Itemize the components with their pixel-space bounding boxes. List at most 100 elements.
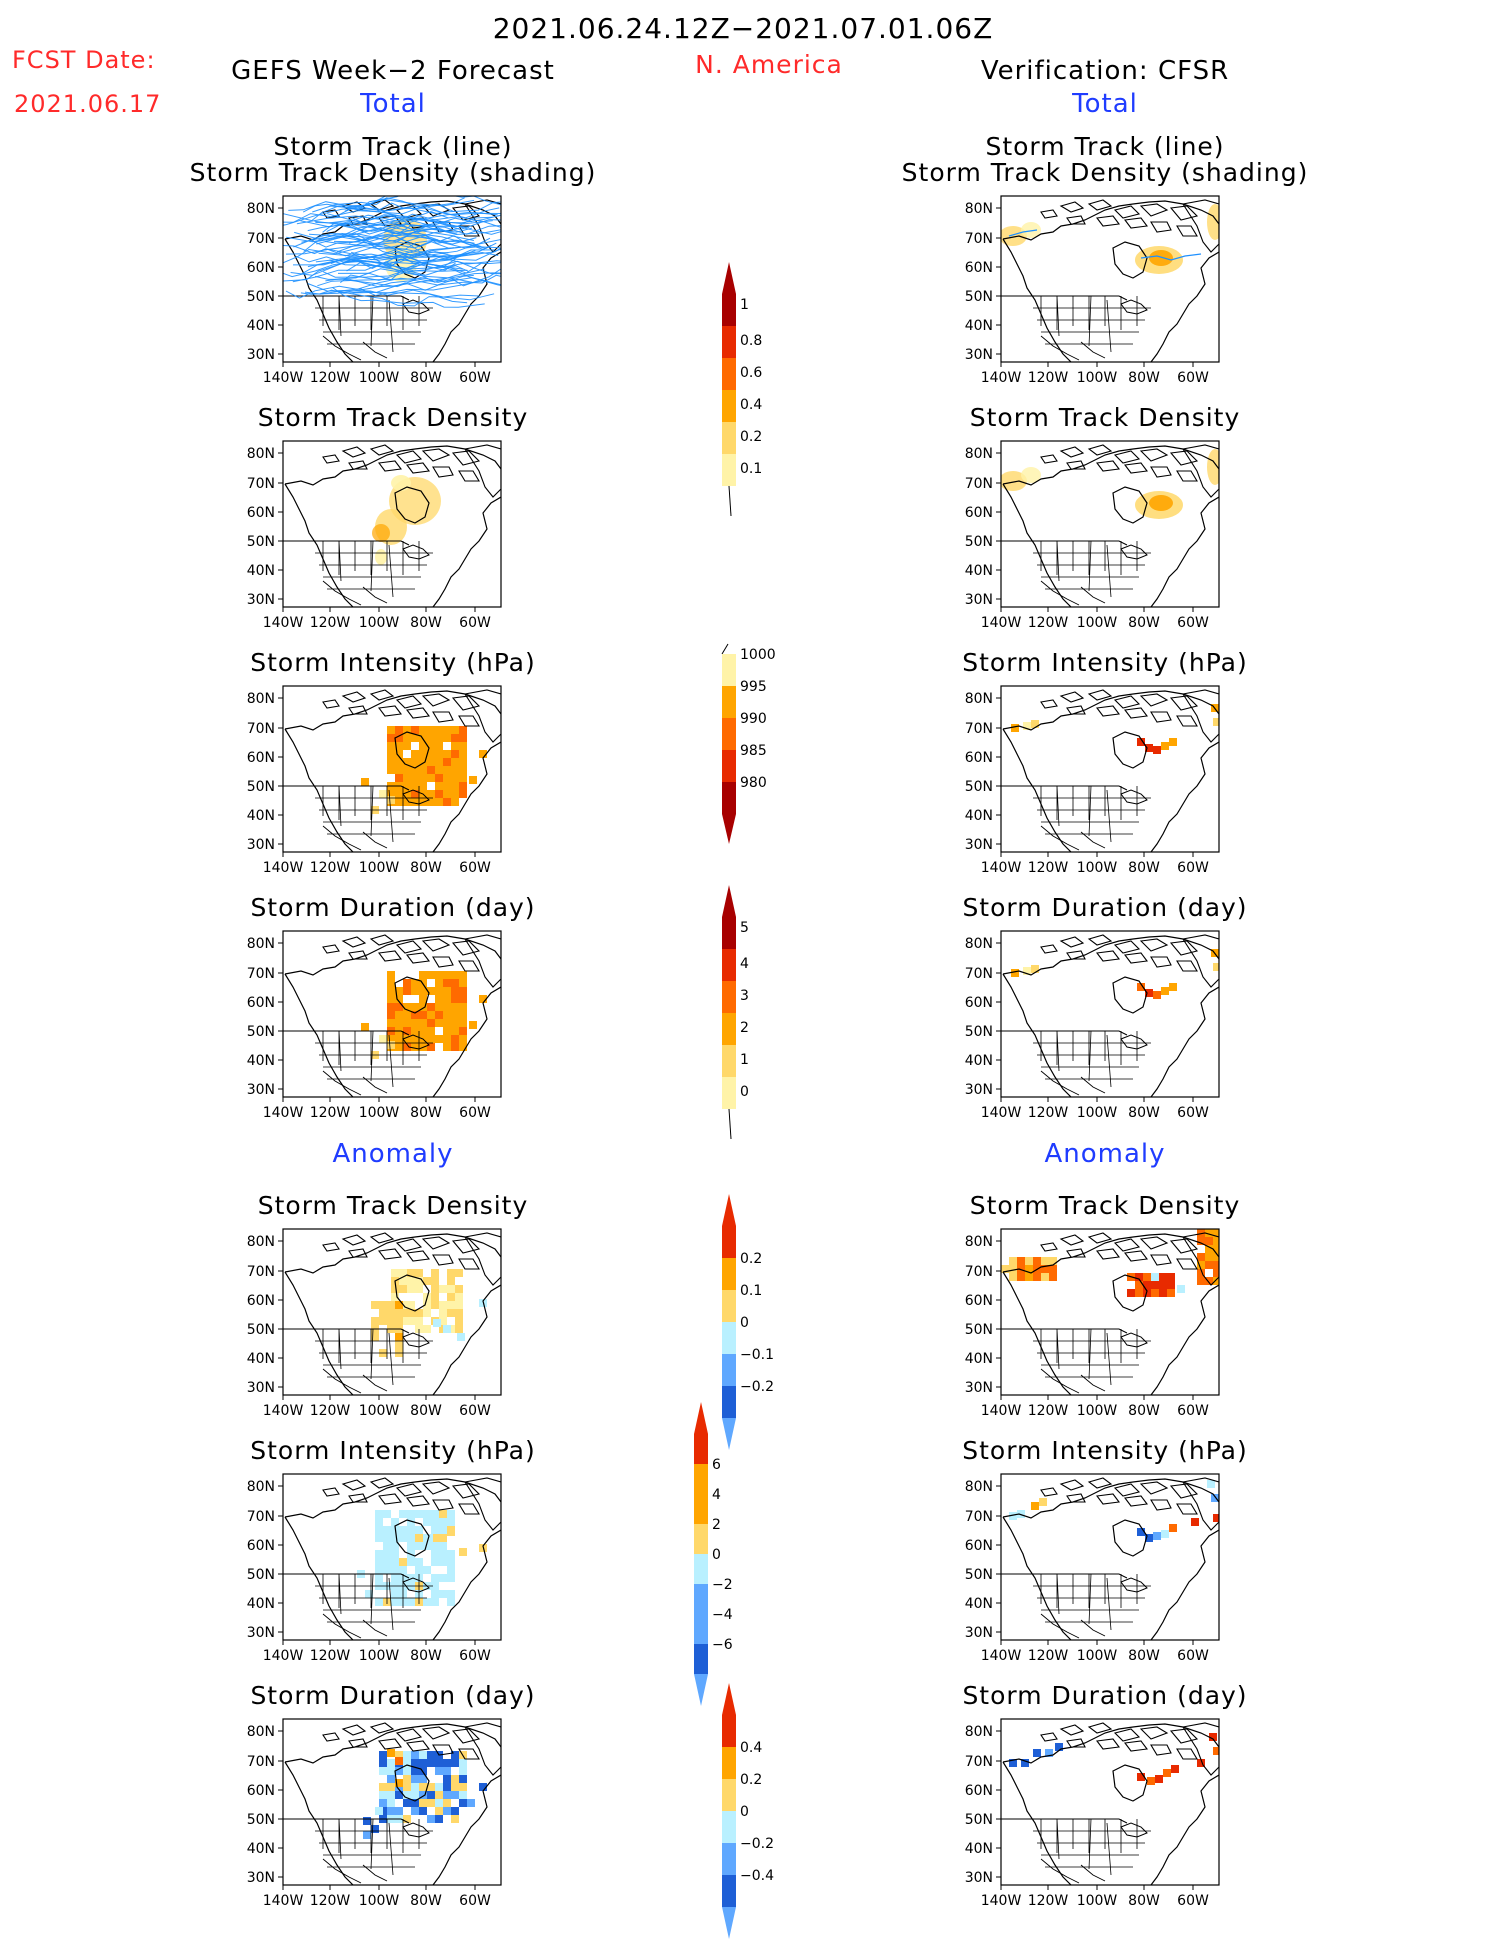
grid-cell <box>1145 744 1153 752</box>
colorbar-label: 2 <box>740 1020 749 1036</box>
grid-cell <box>395 1751 403 1759</box>
grid-cell <box>415 1277 423 1285</box>
lon-tick-label: 60W <box>1177 615 1209 631</box>
grid-cell <box>457 1333 465 1341</box>
grid-cell <box>1011 969 1019 977</box>
lat-tick-label: 40N <box>965 1841 993 1857</box>
map-panel-fcst-duration: 80N 70N 60N 50N 40N 30N 140W 120W 100W 80W 60W <box>247 930 593 1126</box>
grid-cell <box>419 1799 427 1807</box>
grid-cell <box>387 734 395 742</box>
grid-cell <box>1137 1528 1145 1536</box>
lon-tick-label: 80W <box>1128 370 1160 386</box>
grid-cell <box>435 1019 443 1027</box>
grid-cell <box>391 1285 399 1293</box>
lon-tick-label: 60W <box>1177 1648 1209 1664</box>
grid-cell <box>1163 1769 1171 1777</box>
grid-cell <box>459 1548 467 1556</box>
lon-tick-label: 100W <box>359 1648 400 1664</box>
colorbar-label: 0 <box>740 1084 749 1100</box>
grid-cell <box>399 1269 407 1277</box>
lon-tick-label: 120W <box>1028 860 1069 876</box>
map-panel-fcst-density: 80N 70N 60N 50N 40N 30N 140W 120W 100W 80W 60W <box>247 440 593 636</box>
lon-tick-label: 120W <box>1028 615 1069 631</box>
grid-cell <box>415 1317 423 1325</box>
grid-cell <box>1151 1289 1159 1297</box>
grid-cell <box>379 1301 387 1309</box>
lon-tick-label: 60W <box>1177 1403 1209 1419</box>
grid-cell <box>459 742 467 750</box>
grid-cell <box>387 1011 395 1019</box>
lat-tick-label: 30N <box>247 837 275 853</box>
lon-tick-label: 100W <box>1077 1893 1118 1909</box>
grid-cell <box>375 1566 383 1574</box>
colorbar-segment <box>722 1747 736 1779</box>
grid-cell <box>455 1325 463 1333</box>
title-track-density-shading-left: Storm Track Density (shading) <box>189 158 597 187</box>
grid-cell <box>391 1534 399 1542</box>
lon-tick-label: 60W <box>1177 860 1209 876</box>
grid-cell <box>387 987 395 995</box>
grid-cell <box>1213 1237 1219 1245</box>
lat-tick-label: 60N <box>965 505 993 521</box>
colorbar-anom-intensity: 6 4 2 0 −2 −4 −6 <box>694 1402 754 1718</box>
colorbar-segment <box>694 1554 708 1584</box>
grid-cell <box>443 766 451 774</box>
grid-cell <box>447 1550 455 1558</box>
map-frame <box>282 1718 502 1886</box>
grid-cell <box>395 774 403 782</box>
colorbar-label: −0.2 <box>740 1836 774 1852</box>
lon-tick-label: 120W <box>1028 1403 1069 1419</box>
grid-cell <box>435 1035 443 1043</box>
grid-cell <box>399 1534 407 1542</box>
fcst-date-label: FCST Date: <box>12 46 156 74</box>
grid-cell <box>443 979 451 987</box>
lon-tick-label: 140W <box>263 1105 304 1121</box>
grid-cell <box>1135 1289 1143 1297</box>
grid-cell <box>1213 1269 1219 1277</box>
lat-tick-label: 50N <box>965 289 993 305</box>
lat-tick-label: 30N <box>247 1380 275 1396</box>
grid-cell <box>391 1518 399 1526</box>
lat-tick-label: 80N <box>965 201 993 217</box>
grid-cell <box>1159 1273 1167 1281</box>
grid-cell <box>411 1775 419 1783</box>
grid-cell <box>1205 1245 1213 1253</box>
grid-cell <box>419 726 427 734</box>
lon-tick-label: 120W <box>1028 370 1069 386</box>
lon-tick-label: 140W <box>981 1648 1022 1664</box>
colorbar-segment <box>722 1843 736 1875</box>
grid-cell <box>403 798 411 806</box>
grid-cell <box>451 1775 459 1783</box>
grid-cell <box>419 987 427 995</box>
lon-tick-label: 60W <box>459 1105 491 1121</box>
grid-cell <box>1169 738 1177 746</box>
lat-tick-label: 80N <box>247 1724 275 1740</box>
title-anom-duration-left: Storm Duration (day) <box>250 1681 536 1710</box>
grid-cell <box>379 1783 387 1791</box>
grid-cell <box>375 1574 383 1582</box>
grid-cell <box>1049 1265 1057 1273</box>
colorbar-label: −6 <box>712 1637 733 1653</box>
lon-tick-label: 120W <box>310 1403 351 1419</box>
grid-cell <box>407 1558 415 1566</box>
grid-cell <box>451 782 459 790</box>
grid-cell <box>1167 1289 1175 1297</box>
grid-cell <box>411 1751 419 1759</box>
grid-cell <box>387 796 395 804</box>
grid-cell <box>443 774 451 782</box>
grid-cell <box>439 1317 447 1325</box>
colorbar-label: −2 <box>712 1577 733 1593</box>
grid-cell <box>407 1277 415 1285</box>
colorbar-intensity: 1000 995 990 985 980 <box>721 643 782 872</box>
lon-tick-label: 120W <box>310 1648 351 1664</box>
grid-cell <box>407 1542 415 1550</box>
grid-cell <box>403 1815 411 1823</box>
grid-cell <box>431 1285 439 1293</box>
grid-cell <box>403 766 411 774</box>
grid-cell <box>403 1759 411 1767</box>
grid-cell <box>365 1590 373 1598</box>
lat-tick-label: 80N <box>965 1234 993 1250</box>
storm-track-lines <box>1008 229 1202 261</box>
title-intensity-left: Storm Intensity (hPa) <box>250 648 536 677</box>
grid-cell <box>379 1759 387 1767</box>
